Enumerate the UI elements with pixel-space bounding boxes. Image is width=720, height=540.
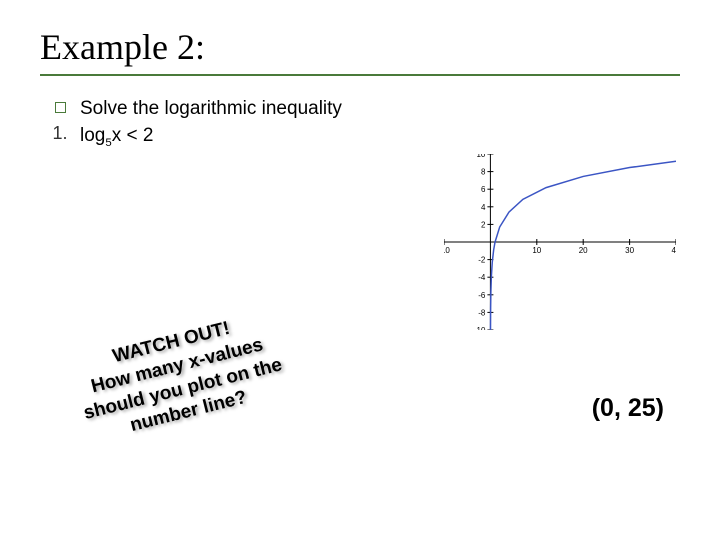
svg-text:8: 8 xyxy=(481,168,486,177)
slide-title: Example 2: xyxy=(40,26,680,76)
svg-text:10: 10 xyxy=(476,154,485,159)
svg-text:4: 4 xyxy=(481,203,486,212)
watchout-callout: WATCH OUT! How many x-values should you … xyxy=(62,305,298,450)
body-text: Solve the logarithmic inequality log5x <… xyxy=(80,96,680,151)
svg-text:-6: -6 xyxy=(478,291,486,300)
svg-text:2: 2 xyxy=(481,220,486,229)
svg-text:-8: -8 xyxy=(478,308,486,317)
svg-text:20: 20 xyxy=(579,246,588,255)
svg-text:-4: -4 xyxy=(478,273,486,282)
svg-text:10: 10 xyxy=(532,246,541,255)
bullet-square-icon xyxy=(55,102,66,113)
line1: Solve the logarithmic inequality xyxy=(80,96,680,123)
svg-text:40: 40 xyxy=(672,246,676,255)
answer-text: (0, 25) xyxy=(592,394,664,423)
bullet-number: 1. xyxy=(52,121,67,146)
svg-text:30: 30 xyxy=(625,246,634,255)
svg-text:-10: -10 xyxy=(444,246,450,255)
line2-pre: log xyxy=(80,125,105,146)
svg-text:-2: -2 xyxy=(478,256,486,265)
svg-text:6: 6 xyxy=(481,185,486,194)
svg-text:-10: -10 xyxy=(474,326,486,330)
line2-post: x < 2 xyxy=(112,125,154,146)
log-chart: -10 10 20 30 40 -10 -8 -6 -4 -2 2 4 6 8 10 xyxy=(444,154,676,330)
